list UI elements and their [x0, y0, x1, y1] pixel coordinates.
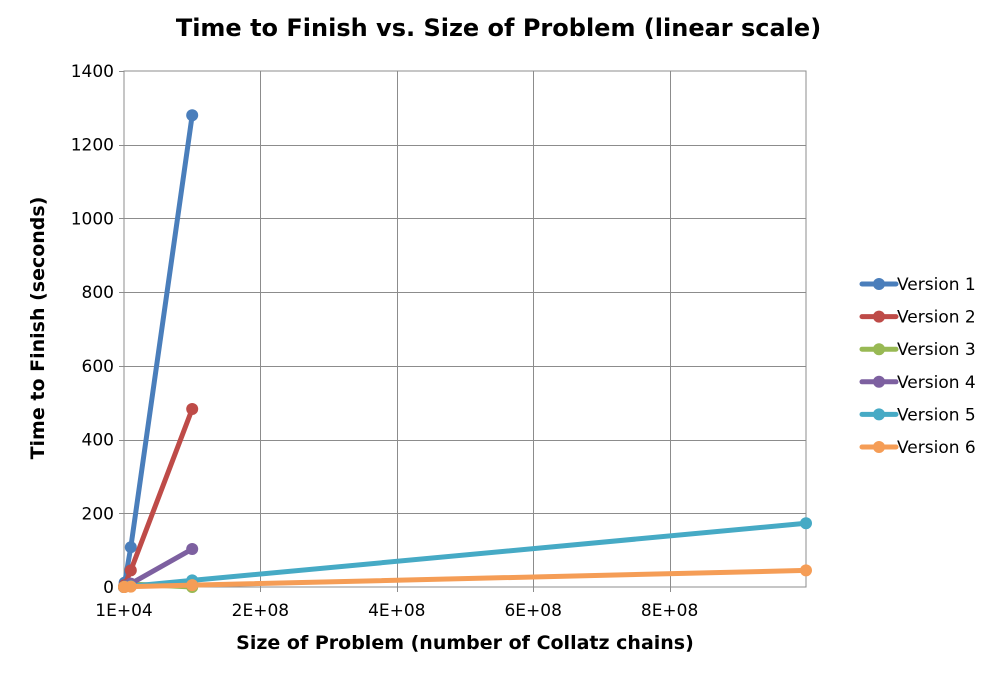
- series-1-line: [121, 112, 195, 590]
- y-tick-label: 600: [82, 357, 114, 377]
- series-2-line: [121, 406, 195, 590]
- x-tick-label: 1E+04: [95, 601, 152, 621]
- series-5-point: [800, 517, 812, 530]
- legend-label: Version 6: [897, 438, 976, 458]
- y-tick-label: 1200: [71, 136, 114, 156]
- legend-swatch-marker: [873, 408, 885, 421]
- y-tick-label: 0: [103, 578, 114, 598]
- x-axis-title: Size of Problem (number of Collatz chain…: [236, 632, 694, 654]
- series-1-point: [124, 541, 137, 554]
- x-tick-label: 4E+08: [368, 601, 425, 621]
- legend-label: Version 1: [897, 275, 976, 295]
- legend-swatch-marker: [873, 310, 885, 323]
- series-6-point: [186, 579, 199, 592]
- y-tick-label: 400: [82, 431, 114, 451]
- plot-frame: [123, 70, 807, 588]
- y-tick-label: 1000: [71, 209, 114, 229]
- x-tick-label: 2E+08: [232, 601, 289, 621]
- series-4-point: [186, 543, 199, 556]
- legend-swatch-marker: [873, 343, 885, 356]
- series-6-point: [800, 564, 812, 577]
- series-6-point: [124, 580, 137, 593]
- legend-label: Version 5: [897, 405, 976, 425]
- legend-swatch-marker: [873, 441, 885, 453]
- chart-title: Time to Finish vs. Size of Problem (line…: [175, 14, 822, 42]
- legend-swatch-marker: [873, 278, 885, 290]
- legend-label: Version 3: [897, 340, 976, 360]
- x-tick-label: 8E+08: [641, 601, 698, 621]
- y-tick-label: 1400: [71, 62, 114, 82]
- y-tick-label: 800: [82, 283, 114, 303]
- legend-swatch-marker: [873, 375, 885, 388]
- legend-label: Version 2: [897, 308, 976, 328]
- y-tick-label: 200: [82, 504, 114, 524]
- series-2-point: [124, 564, 137, 577]
- series-2-point: [186, 402, 199, 415]
- series-1-point: [186, 109, 199, 122]
- x-tick-label: 6E+08: [504, 601, 561, 621]
- legend-label: Version 4: [897, 373, 976, 393]
